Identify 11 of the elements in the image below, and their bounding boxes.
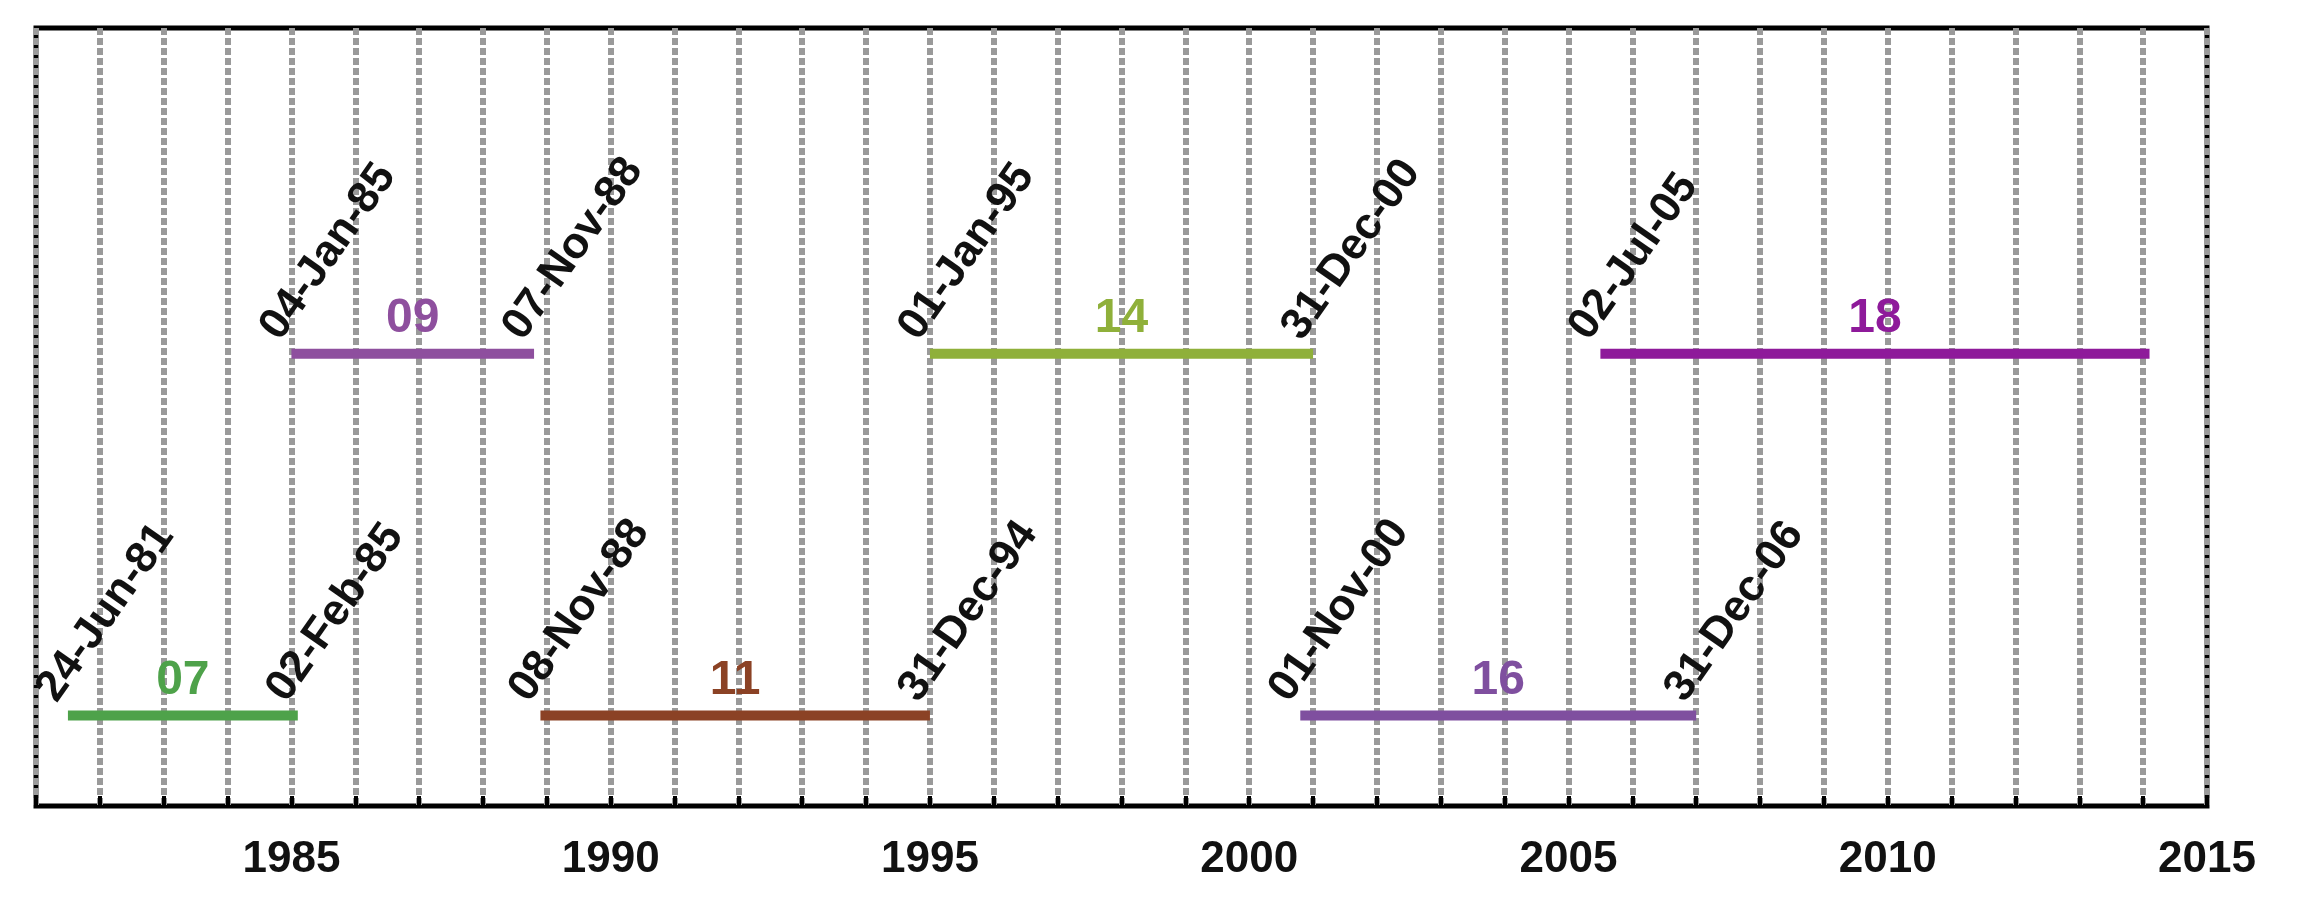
x-tick-label: 1995 [881,831,979,881]
x-tick-label: 2010 [1838,831,1937,881]
series-label: 16 [1471,651,1525,705]
x-tick-label: 1985 [242,831,341,881]
x-tick-label: 2005 [1519,831,1618,881]
x-tick-label: 1990 [561,831,660,881]
x-tick-label: 2000 [1200,831,1299,881]
series-label: 18 [1848,289,1902,343]
series-label: 11 [709,651,761,705]
x-tick-label: 2015 [2158,831,2256,881]
series-label: 14 [1094,289,1149,343]
